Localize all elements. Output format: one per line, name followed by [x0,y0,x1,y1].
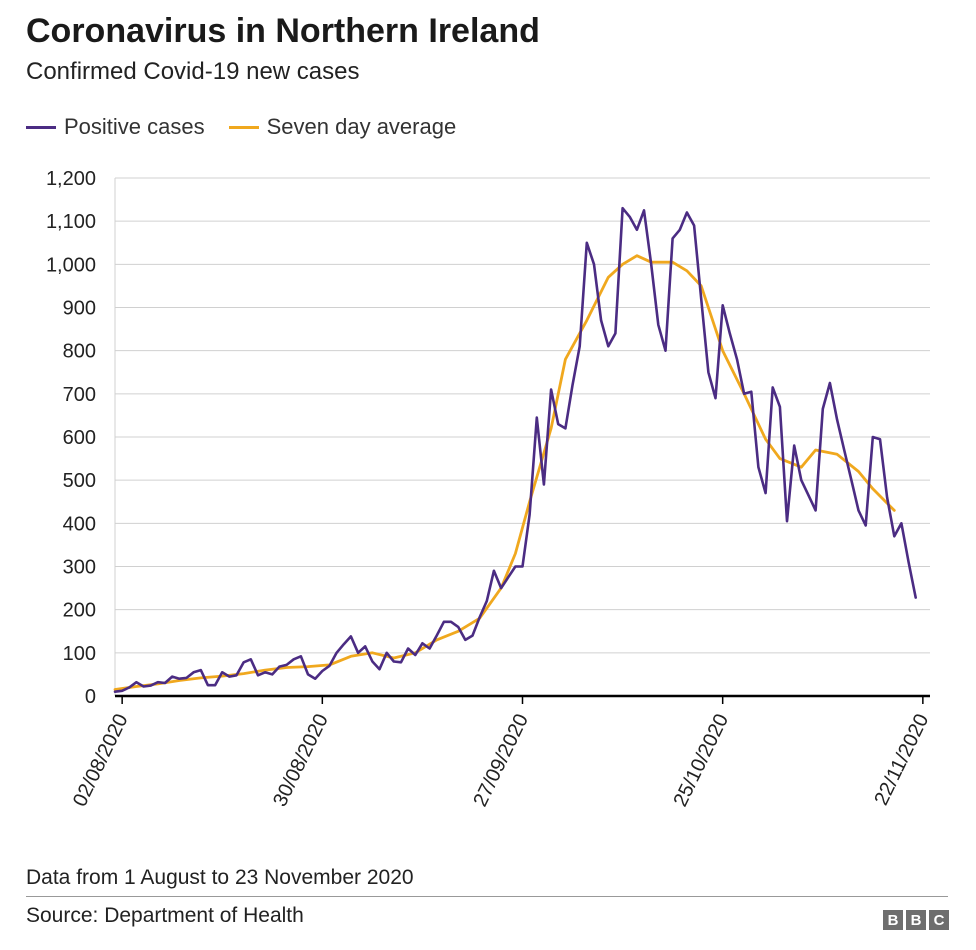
bbc-logo: B B C [880,910,949,930]
y-tick-label: 200 [63,600,96,622]
y-tick-label: 300 [63,557,96,579]
y-axis-ticks: 0 100 200 300 400 500 600 700 800 900 1,000 1,100 1,… [46,168,96,708]
footer-divider [26,896,948,897]
y-tick-label: 600 [63,427,96,449]
y-tick-label: 400 [63,513,96,535]
y-tick-label: 900 [63,298,96,320]
source-note: Source: Department of Health [26,904,304,927]
positive-cases-line [113,206,918,694]
x-tick-label: 27/09/2020 [469,711,533,811]
legend-swatch-positive-cases [26,125,56,129]
gridlines [114,177,930,696]
y-tick-label: 1,000 [46,254,96,276]
legend-label-positive-cases: Positive cases [64,114,205,139]
y-tick-label: 100 [63,643,96,665]
seven-day-average-line [113,254,896,691]
y-tick-label: 800 [63,341,96,363]
y-tick-label: 1,100 [46,211,96,233]
legend-swatch-seven-day-average [228,125,259,129]
legend-label-seven-day-average: Seven day average [266,114,457,139]
y-tick-label: 700 [63,384,96,406]
bbc-logo-letter: B [883,910,903,930]
chart-title: Coronavirus in Northern Ireland [26,12,540,50]
x-tick-label: 25/10/2020 [670,711,734,811]
legend: Positive cases Seven day average [26,112,480,142]
x-tick-label: 22/11/2020 [870,711,933,809]
data-range-note: Data from 1 August to 23 November 2020 [26,866,414,889]
x-axis-ticks: 02/08/2020 30/08/2020 27/09/2020 25/10/2020… [69,696,933,810]
bbc-logo-letter: C [929,910,949,930]
chart-subtitle: Confirmed Covid-19 new cases [26,58,360,85]
series-lines [113,206,930,698]
line-chart: 0 100 200 300 400 500 600 700 800 900 1,000 1,100 1,… [46,168,933,810]
bbc-logo-letter: B [906,910,926,930]
y-tick-label: 1,200 [46,168,96,190]
x-tick-label: 02/08/2020 [69,711,133,811]
y-tick-label: 0 [85,686,96,708]
y-tick-label: 500 [63,470,96,492]
legend-item-positive-cases: Positive cases [26,114,205,140]
x-tick-label: 30/08/2020 [269,711,333,811]
legend-item-seven-day-average: Seven day average [228,114,457,140]
